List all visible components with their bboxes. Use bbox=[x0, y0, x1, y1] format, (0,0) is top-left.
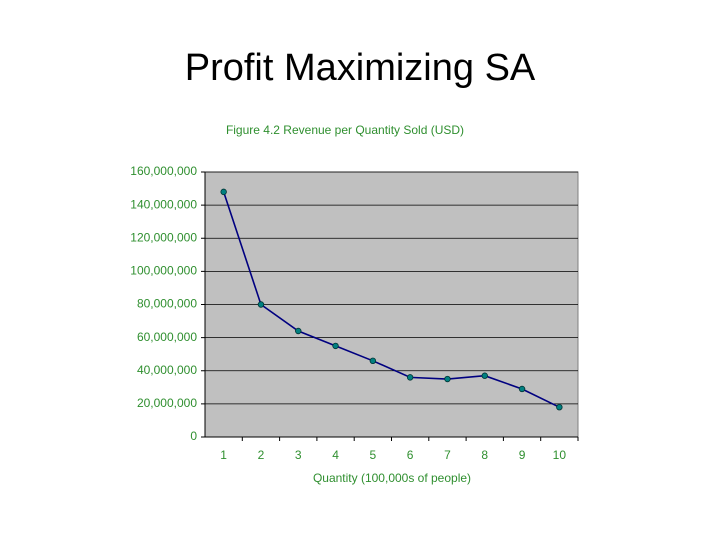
y-tick-label: 60,000,000 bbox=[137, 330, 197, 344]
x-tick-label: 3 bbox=[295, 448, 302, 462]
chart-title: Figure 4.2 Revenue per Quantity Sold (US… bbox=[226, 123, 464, 137]
y-tick-label: 120,000,000 bbox=[130, 230, 197, 244]
y-tick-label: 20,000,000 bbox=[137, 396, 197, 410]
data-point bbox=[481, 372, 488, 379]
x-tick-label: 6 bbox=[407, 448, 414, 462]
x-tick-label: 10 bbox=[553, 448, 567, 462]
x-tick-label: 7 bbox=[444, 448, 451, 462]
x-tick-label: 8 bbox=[481, 448, 488, 462]
y-tick-label: 80,000,000 bbox=[137, 297, 197, 311]
series-line bbox=[222, 191, 560, 408]
x-axis-title: Quantity (100,000s of people) bbox=[313, 471, 471, 485]
x-tick-label: 4 bbox=[332, 448, 339, 462]
slide-title: Profit Maximizing SA bbox=[185, 47, 536, 89]
data-point bbox=[295, 327, 302, 335]
data-point bbox=[369, 357, 377, 365]
x-tick-label: 1 bbox=[220, 448, 227, 462]
y-tick-label: 140,000,000 bbox=[130, 197, 197, 211]
data-point bbox=[406, 374, 414, 381]
y-tick-label: 160,000,000 bbox=[130, 164, 197, 178]
data-point bbox=[257, 301, 265, 308]
data-point bbox=[220, 188, 227, 196]
data-point bbox=[518, 385, 526, 393]
data-point bbox=[556, 403, 563, 411]
y-tick-label: 100,000,000 bbox=[130, 264, 197, 278]
x-tick-label: 5 bbox=[370, 448, 377, 462]
x-tick-label: 2 bbox=[258, 448, 265, 462]
y-tick-label: 40,000,000 bbox=[137, 363, 197, 377]
x-tick-label: 9 bbox=[519, 448, 526, 462]
data-point bbox=[332, 342, 339, 350]
y-tick-label: 0 bbox=[190, 429, 197, 443]
data-point bbox=[444, 375, 451, 383]
